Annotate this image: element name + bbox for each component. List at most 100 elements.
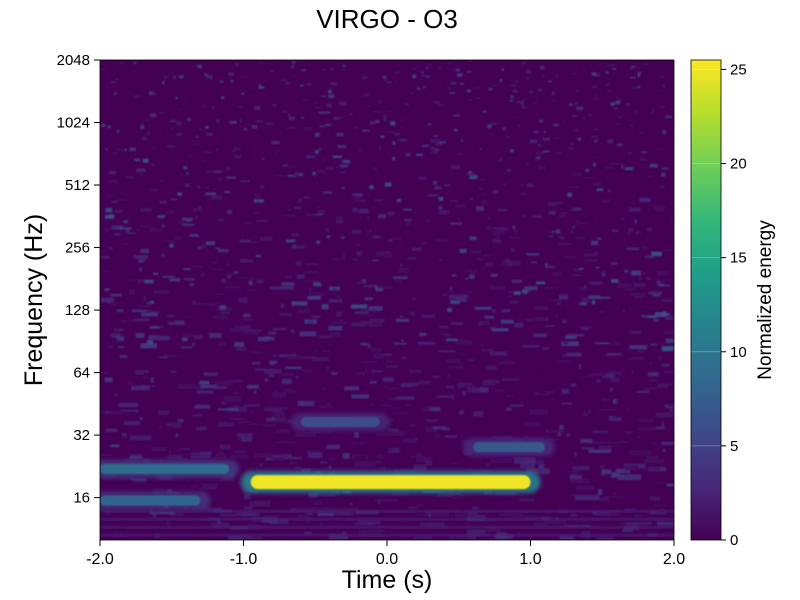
- noise-cell: [391, 157, 396, 161]
- noise-cell: [111, 225, 123, 230]
- noise-cell: [591, 135, 599, 138]
- noise-cell: [488, 88, 493, 91]
- noise-cell: [206, 170, 214, 174]
- noise-cell: [421, 314, 436, 318]
- noise-cell: [306, 518, 310, 524]
- noise-cell: [374, 199, 384, 202]
- noise-cell: [123, 243, 128, 246]
- noise-cell: [571, 172, 582, 177]
- noise-cell: [314, 350, 317, 353]
- noise-cell: [661, 205, 667, 208]
- feature-core: [250, 475, 531, 490]
- noise-cell: [281, 282, 295, 286]
- noise-cell: [335, 165, 338, 168]
- noise-cell: [475, 96, 481, 100]
- noise-cell: [177, 109, 181, 111]
- noise-cell: [273, 354, 277, 357]
- noise-cell: [276, 515, 282, 520]
- noise-cell: [381, 384, 389, 389]
- noise-cell: [354, 197, 361, 202]
- noise-cell: [410, 92, 414, 95]
- noise-cell: [405, 221, 412, 227]
- noise-cell: [555, 313, 558, 319]
- noise-cell: [332, 258, 346, 261]
- noise-cell: [352, 180, 359, 184]
- noise-cell: [466, 89, 471, 93]
- noise-cell: [358, 209, 369, 214]
- noise-cell: [481, 193, 485, 196]
- noise-cell: [550, 230, 561, 235]
- noise-cell: [574, 236, 586, 239]
- noise-cell: [647, 175, 653, 178]
- noise-cell: [420, 407, 430, 412]
- noise-cell: [593, 431, 608, 433]
- noise-cell: [382, 150, 386, 153]
- noise-cell: [303, 356, 317, 359]
- noise-cell: [614, 382, 620, 387]
- noise-cell: [124, 106, 129, 110]
- noise-cell: [316, 240, 320, 244]
- noise-cell: [211, 522, 230, 528]
- noise-cell: [235, 62, 239, 67]
- noise-cell: [588, 372, 607, 377]
- noise-cell: [154, 476, 160, 483]
- noise-cell: [375, 432, 389, 436]
- noise-cell: [530, 90, 534, 94]
- noise-cell: [599, 168, 605, 172]
- noise-cell: [629, 330, 642, 334]
- noise-cell: [583, 411, 587, 416]
- noise-cell: [505, 407, 512, 411]
- noise-cell: [657, 520, 674, 527]
- noise-cell: [549, 255, 555, 258]
- noise-cell: [620, 352, 623, 357]
- noise-cell: [427, 171, 431, 173]
- noise-cell: [644, 62, 649, 65]
- noise-cell: [527, 308, 544, 310]
- noise-cell: [425, 511, 449, 517]
- noise-cell: [439, 141, 447, 144]
- noise-cell: [581, 117, 586, 120]
- noise-cell: [446, 209, 458, 214]
- noise-cell: [326, 444, 340, 449]
- noise-cell: [262, 157, 265, 160]
- noise-cell: [450, 300, 460, 304]
- noise-cell: [562, 354, 568, 357]
- noise-cell: [320, 461, 328, 464]
- noise-cell: [425, 218, 430, 224]
- noise-cell: [133, 255, 148, 260]
- noise-cell: [209, 292, 220, 295]
- noise-cell: [383, 252, 393, 258]
- noise-cell: [116, 129, 120, 134]
- noise-cell: [323, 191, 333, 194]
- noise-cell: [400, 263, 403, 267]
- noise-cell: [373, 341, 386, 345]
- noise-cell: [199, 381, 210, 385]
- noise-cell: [386, 81, 393, 84]
- noise-cell: [316, 88, 321, 92]
- noise-cell: [593, 183, 602, 185]
- noise-cell: [280, 303, 284, 308]
- noise-cell: [617, 116, 621, 119]
- noise-cell: [249, 94, 253, 97]
- noise-cell: [311, 357, 329, 362]
- noise-cell: [282, 110, 288, 113]
- noise-cell: [105, 148, 108, 151]
- noise-cell: [181, 458, 188, 460]
- noise-cell: [289, 461, 298, 465]
- noise-cell: [120, 259, 134, 264]
- noise-cell: [658, 185, 666, 189]
- noise-cell: [199, 482, 203, 489]
- noise-cell: [342, 159, 351, 164]
- noise-cell: [651, 108, 656, 111]
- low-freq-band: [100, 509, 674, 513]
- noise-cell: [170, 370, 177, 373]
- noise-cell: [448, 61, 454, 64]
- noise-cell: [102, 270, 110, 273]
- noise-cell: [388, 398, 396, 401]
- noise-cell: [177, 192, 182, 196]
- noise-cell: [469, 82, 475, 84]
- noise-cell: [673, 471, 674, 473]
- noise-cell: [651, 348, 655, 351]
- noise-cell: [167, 489, 172, 492]
- noise-cell: [558, 215, 564, 218]
